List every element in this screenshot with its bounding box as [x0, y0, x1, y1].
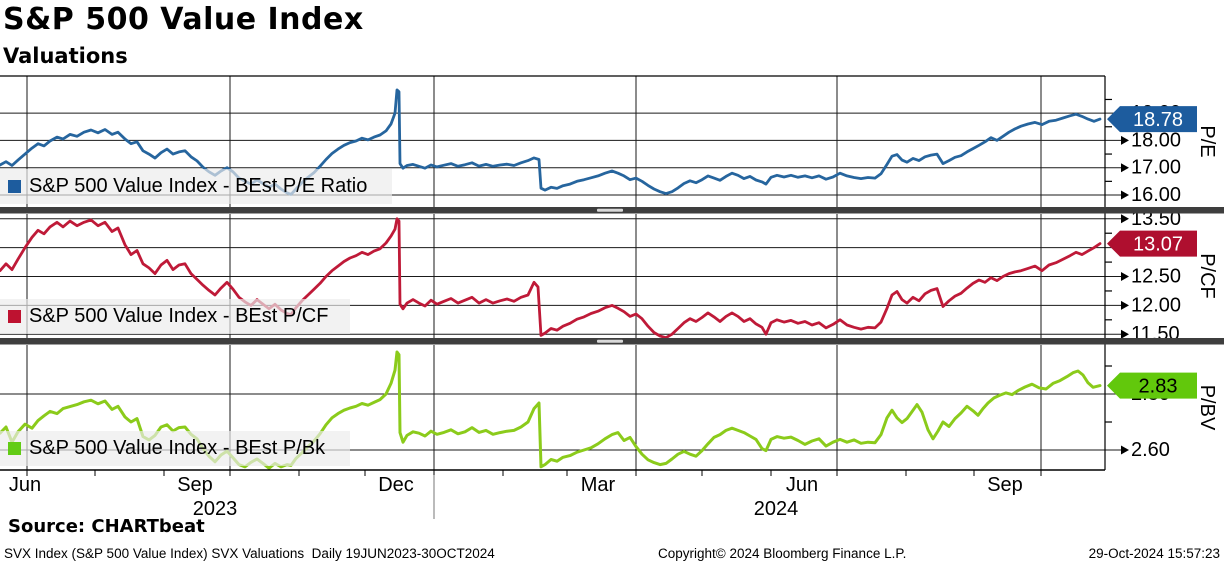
last-price-tag-pbv: 2.83	[1107, 372, 1197, 399]
legend-swatch-pbv-icon	[8, 442, 21, 455]
page-title: S&P 500 Value Index	[3, 2, 364, 37]
legend-pcf[interactable]: S&P 500 Value Index - BEst P/CF	[0, 299, 350, 334]
legend-pcf-label: S&P 500 Value Index - BEst P/CF	[29, 305, 329, 327]
y-tick-label-pe: 18.00	[1131, 129, 1181, 151]
security-description: SVX Index (S&P 500 Value Index) SVX Valu…	[4, 546, 495, 561]
timestamp: 29-Oct-2024 15:57:23	[1088, 546, 1220, 561]
y-tick-label-pcf: 12.50	[1131, 266, 1181, 288]
last-value-label-pcf: 13.07	[1133, 234, 1183, 256]
last-value-label-pbv: 2.83	[1139, 376, 1178, 398]
x-month-label: Sep	[177, 474, 213, 496]
y-axis-title-pbv: P/BV	[1196, 385, 1218, 431]
tick-arrow-icon	[1121, 190, 1129, 200]
series-line-pe	[0, 88, 1102, 196]
panel-resize-handle-1[interactable]	[597, 208, 623, 212]
y-tick-label-pe: 16.00	[1131, 184, 1181, 206]
tick-arrow-icon	[1121, 163, 1129, 173]
legend-pbv-label: S&P 500 Value Index - BEst P/Bk	[29, 437, 326, 459]
tick-arrow-icon	[1121, 300, 1129, 310]
x-month-label: Mar	[581, 474, 616, 496]
tick-arrow-icon	[1121, 272, 1129, 282]
x-year-label: 2024	[754, 498, 799, 520]
x-month-label: Sep	[987, 474, 1023, 496]
y-tick-label-pbv: 2.60	[1131, 439, 1170, 461]
last-price-tag-pcf: 13.07	[1107, 230, 1197, 257]
last-value-label-pe: 18.78	[1133, 109, 1183, 131]
tick-arrow-icon	[1121, 135, 1129, 145]
y-axis-title-pcf: P/CF	[1196, 253, 1218, 299]
tick-arrow-icon	[1121, 329, 1129, 339]
series-line-pcf	[0, 217, 1102, 340]
x-year-label: 2023	[193, 498, 238, 520]
x-month-label: Jun	[786, 474, 818, 496]
legend-pe-label: S&P 500 Value Index - BEst P/E Ratio	[29, 175, 368, 197]
y-tick-label-pcf: 12.00	[1131, 294, 1181, 316]
legend-swatch-pe-icon	[8, 180, 21, 193]
panel-resize-handle-2[interactable]	[597, 339, 623, 343]
source-label: Source: CHARTbeat	[8, 516, 205, 537]
y-tick-label-pe: 17.00	[1131, 157, 1181, 179]
legend-pe[interactable]: S&P 500 Value Index - BEst P/E Ratio	[0, 169, 392, 204]
tick-arrow-icon	[1121, 214, 1129, 224]
x-month-label: Jun	[9, 474, 41, 496]
x-month-label: Dec	[378, 474, 414, 496]
last-price-tag-pe: 18.78	[1107, 106, 1197, 133]
legend-swatch-pcf-icon	[8, 310, 21, 323]
page-subtitle: Valuations	[3, 44, 128, 68]
y-axis-title-pe: P/E	[1196, 125, 1218, 157]
tick-arrow-icon	[1121, 445, 1129, 455]
legend-pbv[interactable]: S&P 500 Value Index - BEst P/Bk	[0, 431, 350, 466]
copyright-text: Copyright© 2024 Bloomberg Finance L.P.	[658, 546, 907, 561]
